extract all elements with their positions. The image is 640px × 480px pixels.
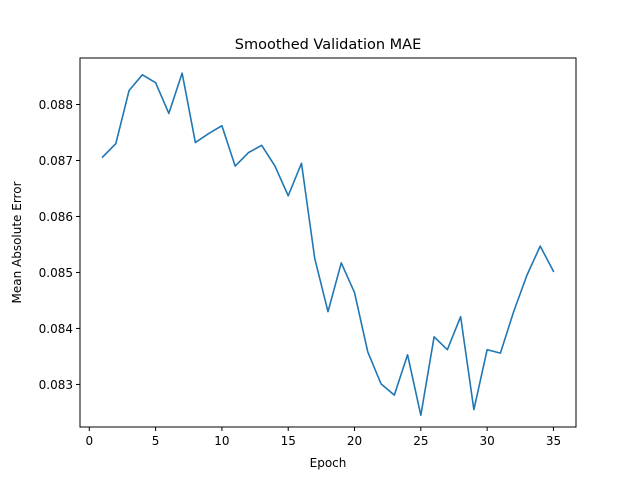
data-point xyxy=(420,414,422,416)
data-point xyxy=(128,90,130,92)
x-tick-label: 10 xyxy=(214,434,229,448)
y-tick-label: 0.087 xyxy=(39,154,73,168)
data-point xyxy=(553,271,555,273)
data-point xyxy=(221,125,223,127)
data-point xyxy=(181,72,183,74)
data-point xyxy=(367,351,369,353)
y-tick-label: 0.083 xyxy=(39,378,73,392)
data-point xyxy=(354,292,356,294)
y-tick-label: 0.086 xyxy=(39,210,73,224)
y-tick-label: 0.084 xyxy=(39,322,73,336)
data-point xyxy=(327,311,329,313)
data-point xyxy=(486,349,488,351)
x-tick-label: 5 xyxy=(152,434,160,448)
axis-ticks: 0 5 10 15 20 25 30 35 0.083 0.084 0.085 0.086 0.087 0… xyxy=(39,98,561,448)
plot-area xyxy=(101,72,555,417)
data-point xyxy=(234,165,236,167)
data-point xyxy=(301,162,303,164)
data-point xyxy=(168,113,170,115)
data-point xyxy=(526,274,528,276)
y-axis-label: Mean Absolute Error xyxy=(10,181,24,303)
x-tick-label: 20 xyxy=(347,434,362,448)
data-point xyxy=(142,74,144,76)
data-point xyxy=(115,143,117,145)
data-point xyxy=(314,258,316,260)
data-point xyxy=(500,352,502,354)
data-point xyxy=(447,349,449,351)
x-tick-label: 30 xyxy=(480,434,495,448)
x-tick-label: 0 xyxy=(85,434,93,448)
series-line xyxy=(101,72,555,417)
data-point xyxy=(407,354,409,356)
x-tick-label: 25 xyxy=(413,434,428,448)
data-point xyxy=(287,195,289,197)
x-tick-label: 15 xyxy=(281,434,296,448)
data-point xyxy=(208,133,210,135)
x-tick-label: 35 xyxy=(546,434,561,448)
data-point xyxy=(460,316,462,318)
x-axis-label: Epoch xyxy=(310,456,347,470)
axes-frame xyxy=(79,57,577,428)
data-point xyxy=(473,409,475,411)
chart-title: Smoothed Validation MAE xyxy=(235,37,421,53)
data-point xyxy=(539,245,541,247)
y-tick-label: 0.085 xyxy=(39,266,73,280)
data-point xyxy=(274,165,276,167)
data-point xyxy=(513,311,515,313)
data-point xyxy=(394,394,396,396)
data-point xyxy=(248,152,250,154)
data-point xyxy=(261,145,263,147)
data-point xyxy=(340,262,342,264)
data-point xyxy=(155,82,157,84)
data-point xyxy=(380,383,382,385)
data-point xyxy=(195,142,197,144)
data-point xyxy=(102,156,104,158)
y-tick-label: 0.088 xyxy=(39,98,73,112)
data-point xyxy=(433,336,435,338)
